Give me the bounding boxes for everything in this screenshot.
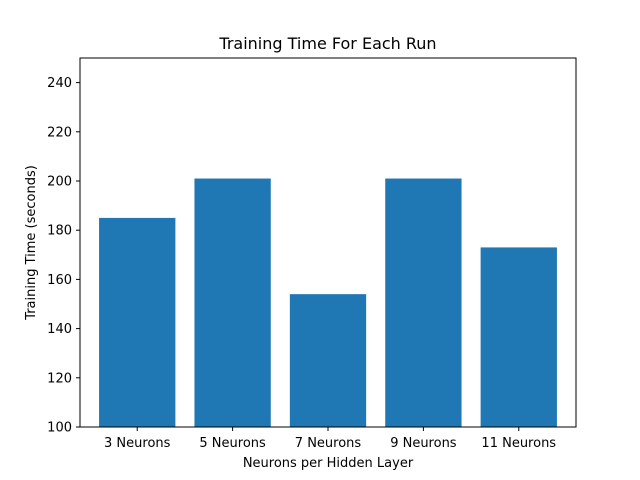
y-tick-label: 180	[47, 224, 72, 239]
x-tick-label: 5 Neurons	[199, 436, 266, 451]
x-tick-label: 11 Neurons	[481, 436, 556, 451]
bar-9-neurons	[385, 178, 462, 427]
y-tick-label: 220	[47, 125, 72, 140]
y-axis-label: Training Time (seconds)	[24, 165, 39, 321]
x-tick-label: 7 Neurons	[295, 436, 362, 451]
y-axis-ticks: 100 120 140 160 180 200 220 240	[47, 76, 80, 436]
x-axis-label: Neurons per Hidden Layer	[243, 456, 414, 471]
y-tick-label: 200	[47, 175, 72, 190]
plot-frame	[79, 57, 577, 428]
y-tick-label: 160	[47, 273, 72, 288]
x-axis-ticks: 3 Neurons 5 Neurons 7 Neurons 9 Neurons 11 N…	[104, 427, 556, 451]
bar-5-neurons	[194, 178, 271, 427]
y-tick-label: 100	[47, 421, 72, 436]
chart-title: Training Time For Each Run	[218, 34, 436, 53]
bar-11-neurons	[480, 247, 557, 427]
y-tick-label: 140	[47, 322, 72, 337]
x-tick-label: 9 Neurons	[390, 436, 457, 451]
y-tick-label: 240	[47, 76, 72, 91]
bars-group	[99, 178, 557, 427]
bar-7-neurons	[289, 294, 367, 427]
x-tick-label: 3 Neurons	[104, 436, 171, 451]
y-tick-label: 120	[47, 371, 72, 386]
bar-3-neurons	[99, 217, 176, 427]
